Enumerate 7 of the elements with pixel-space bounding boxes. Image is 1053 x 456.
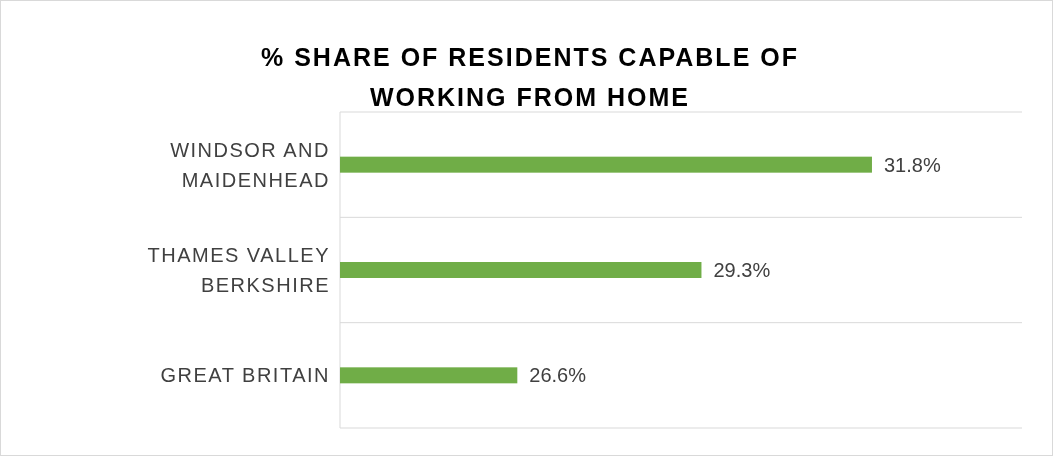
- y-tick-label: WINDSOR AND MAIDENHEAD: [170, 138, 330, 191]
- chart-title: % SHARE OF RESIDENTS CAPABLE OF WORKING FROM HOME: [261, 43, 799, 111]
- y-tick-label: GREAT BRITAIN: [160, 364, 330, 387]
- data-label: 31.8%: [883, 153, 941, 176]
- y-tick-label: THAMES VALLEY BERKSHIRE: [147, 244, 330, 296]
- data-label: 26.6%: [529, 364, 587, 387]
- data-label: 29.3%: [713, 259, 771, 281]
